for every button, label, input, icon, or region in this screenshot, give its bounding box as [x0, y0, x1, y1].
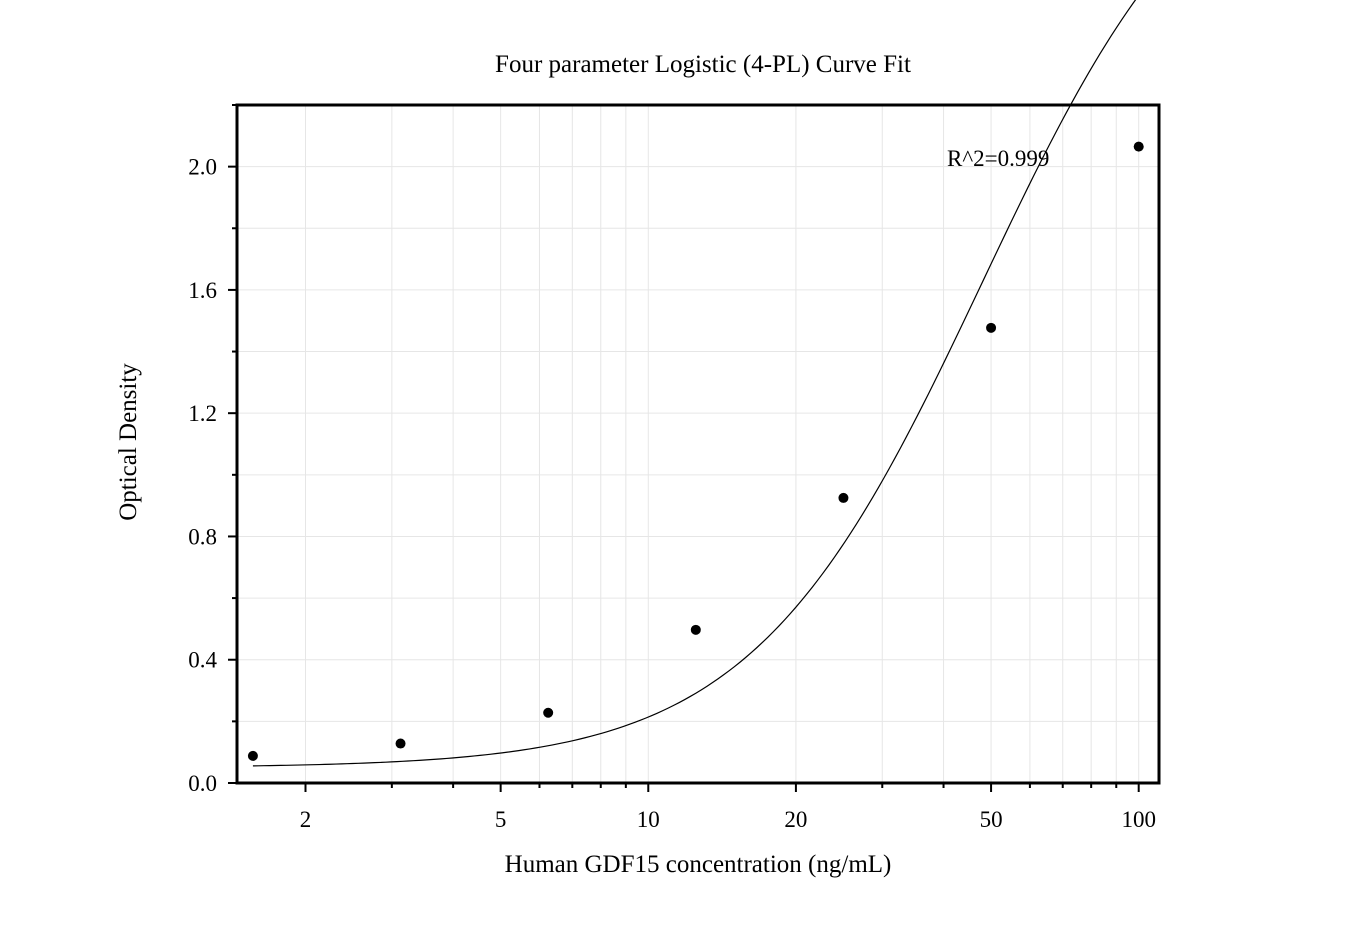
y-axis-label: Optical Density	[115, 363, 142, 521]
data-points	[247, 141, 1144, 761]
fit-curve-layer	[252, 0, 1137, 767]
data-point	[1133, 141, 1144, 152]
y-tick-label: 2.0	[188, 155, 217, 180]
y-tick-label: 0.0	[188, 771, 217, 796]
data-point	[986, 322, 997, 333]
r-squared-annotation: R^2=0.999	[947, 146, 1049, 171]
data-point	[543, 707, 554, 718]
ticks	[228, 104, 1140, 792]
x-tick-label: 10	[637, 807, 660, 832]
fit-curve	[252, 0, 1137, 767]
plot-frame	[235, 103, 1161, 785]
tick-labels: 2 5 10 20 50 100 0.0 0.4 0.8 1.2 1.6 2.0	[188, 155, 1156, 832]
y-tick-label: 1.6	[188, 278, 217, 303]
data-point	[247, 750, 258, 761]
grid	[237, 104, 1159, 783]
x-tick-label: 50	[980, 807, 1003, 832]
y-tick-label: 1.2	[188, 401, 217, 426]
y-tick-label: 0.8	[188, 524, 217, 549]
y-tick-label: 0.4	[188, 648, 217, 673]
x-tick-label: 5	[495, 807, 507, 832]
data-point	[690, 624, 701, 635]
x-tick-label: 2	[300, 807, 312, 832]
x-tick-label: 20	[784, 807, 807, 832]
x-tick-label: 100	[1121, 807, 1156, 832]
data-point	[838, 492, 849, 503]
chart-title: Four parameter Logistic (4-PL) Curve Fit	[495, 51, 911, 78]
x-axis-label: Human GDF15 concentration (ng/mL)	[505, 851, 892, 878]
data-point	[395, 738, 406, 749]
